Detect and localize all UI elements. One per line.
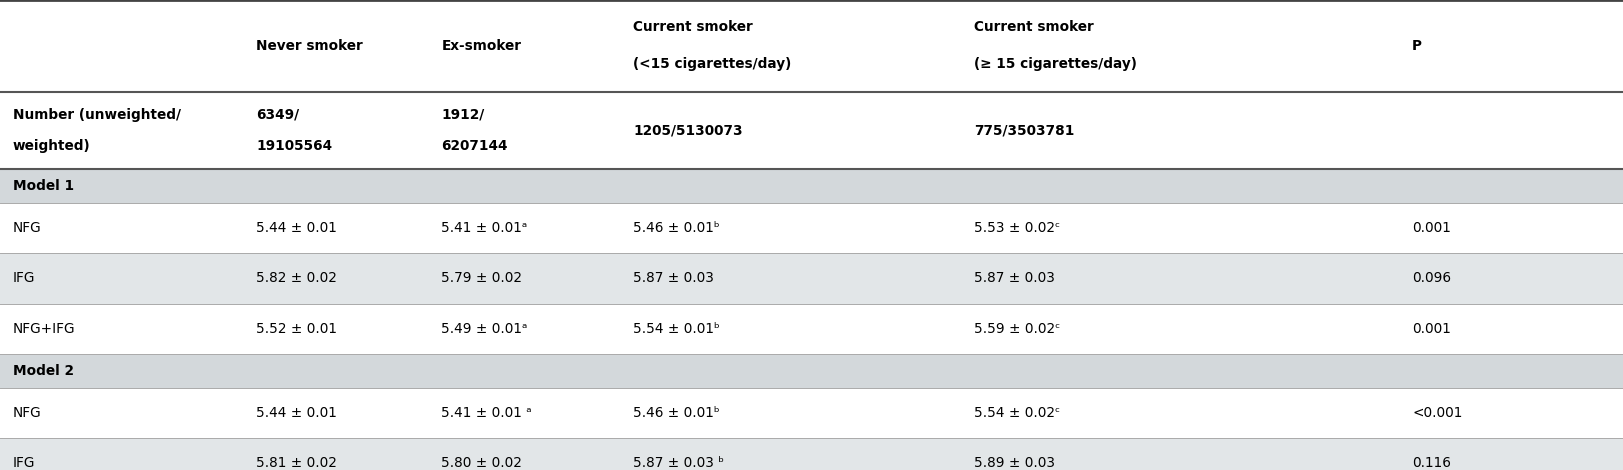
Text: Model 2: Model 2: [13, 364, 75, 378]
Bar: [0, 438, 1623, 470]
Text: NFG: NFG: [13, 406, 42, 420]
Text: 5.87 ± 0.03 ᵇ: 5.87 ± 0.03 ᵇ: [633, 456, 724, 470]
Text: 5.46 ± 0.01ᵇ: 5.46 ± 0.01ᵇ: [633, 221, 719, 235]
Text: 5.44 ± 0.01: 5.44 ± 0.01: [256, 406, 338, 420]
Text: 5.54 ± 0.01ᵇ: 5.54 ± 0.01ᵇ: [633, 322, 719, 336]
Text: IFG: IFG: [13, 272, 36, 285]
Text: 6349/: 6349/: [256, 108, 300, 122]
Text: weighted): weighted): [13, 139, 91, 153]
Text: Never smoker: Never smoker: [256, 39, 364, 53]
Text: 5.49 ± 0.01ᵃ: 5.49 ± 0.01ᵃ: [441, 322, 527, 336]
Text: NFG: NFG: [13, 221, 42, 235]
Text: P: P: [1412, 39, 1422, 53]
Text: 0.001: 0.001: [1412, 322, 1451, 336]
Text: 5.46 ± 0.01ᵇ: 5.46 ± 0.01ᵇ: [633, 406, 719, 420]
Text: 0.001: 0.001: [1412, 221, 1451, 235]
Text: Current smoker: Current smoker: [974, 21, 1094, 34]
Text: 1205/5130073: 1205/5130073: [633, 124, 743, 137]
Text: 0.116: 0.116: [1412, 456, 1451, 470]
Text: 6207144: 6207144: [441, 139, 508, 153]
Text: 5.44 ± 0.01: 5.44 ± 0.01: [256, 221, 338, 235]
Text: Number (unweighted/: Number (unweighted/: [13, 108, 182, 122]
Text: 5.52 ± 0.01: 5.52 ± 0.01: [256, 322, 338, 336]
Text: <0.001: <0.001: [1412, 406, 1462, 420]
Text: 0.096: 0.096: [1412, 272, 1451, 285]
Bar: [0, 92, 1623, 169]
Text: 775/3503781: 775/3503781: [974, 124, 1074, 137]
Bar: [0, 354, 1623, 388]
Bar: [0, 304, 1623, 354]
Bar: [0, 0, 1623, 92]
Text: 5.53 ± 0.02ᶜ: 5.53 ± 0.02ᶜ: [974, 221, 1060, 235]
Text: 5.87 ± 0.03: 5.87 ± 0.03: [633, 272, 714, 285]
Text: 5.82 ± 0.02: 5.82 ± 0.02: [256, 272, 338, 285]
Text: 5.41 ± 0.01 ᵃ: 5.41 ± 0.01 ᵃ: [441, 406, 532, 420]
Bar: [0, 388, 1623, 438]
Bar: [0, 169, 1623, 203]
Text: Current smoker: Current smoker: [633, 21, 753, 34]
Text: (≥ 15 cigarettes/day): (≥ 15 cigarettes/day): [974, 57, 1136, 71]
Text: 19105564: 19105564: [256, 139, 333, 153]
Text: NFG+IFG: NFG+IFG: [13, 322, 76, 336]
Text: 5.41 ± 0.01ᵃ: 5.41 ± 0.01ᵃ: [441, 221, 527, 235]
Text: 5.79 ± 0.02: 5.79 ± 0.02: [441, 272, 523, 285]
Text: Ex-smoker: Ex-smoker: [441, 39, 521, 53]
Text: 5.80 ± 0.02: 5.80 ± 0.02: [441, 456, 523, 470]
Text: 5.89 ± 0.03: 5.89 ± 0.03: [974, 456, 1055, 470]
Text: 1912/: 1912/: [441, 108, 485, 122]
Text: (<15 cigarettes/day): (<15 cigarettes/day): [633, 57, 792, 71]
Bar: [0, 203, 1623, 253]
Text: 5.59 ± 0.02ᶜ: 5.59 ± 0.02ᶜ: [974, 322, 1060, 336]
Text: 5.54 ± 0.02ᶜ: 5.54 ± 0.02ᶜ: [974, 406, 1060, 420]
Text: Model 1: Model 1: [13, 179, 75, 193]
Text: IFG: IFG: [13, 456, 36, 470]
Bar: [0, 253, 1623, 304]
Text: 5.87 ± 0.03: 5.87 ± 0.03: [974, 272, 1055, 285]
Text: 5.81 ± 0.02: 5.81 ± 0.02: [256, 456, 338, 470]
